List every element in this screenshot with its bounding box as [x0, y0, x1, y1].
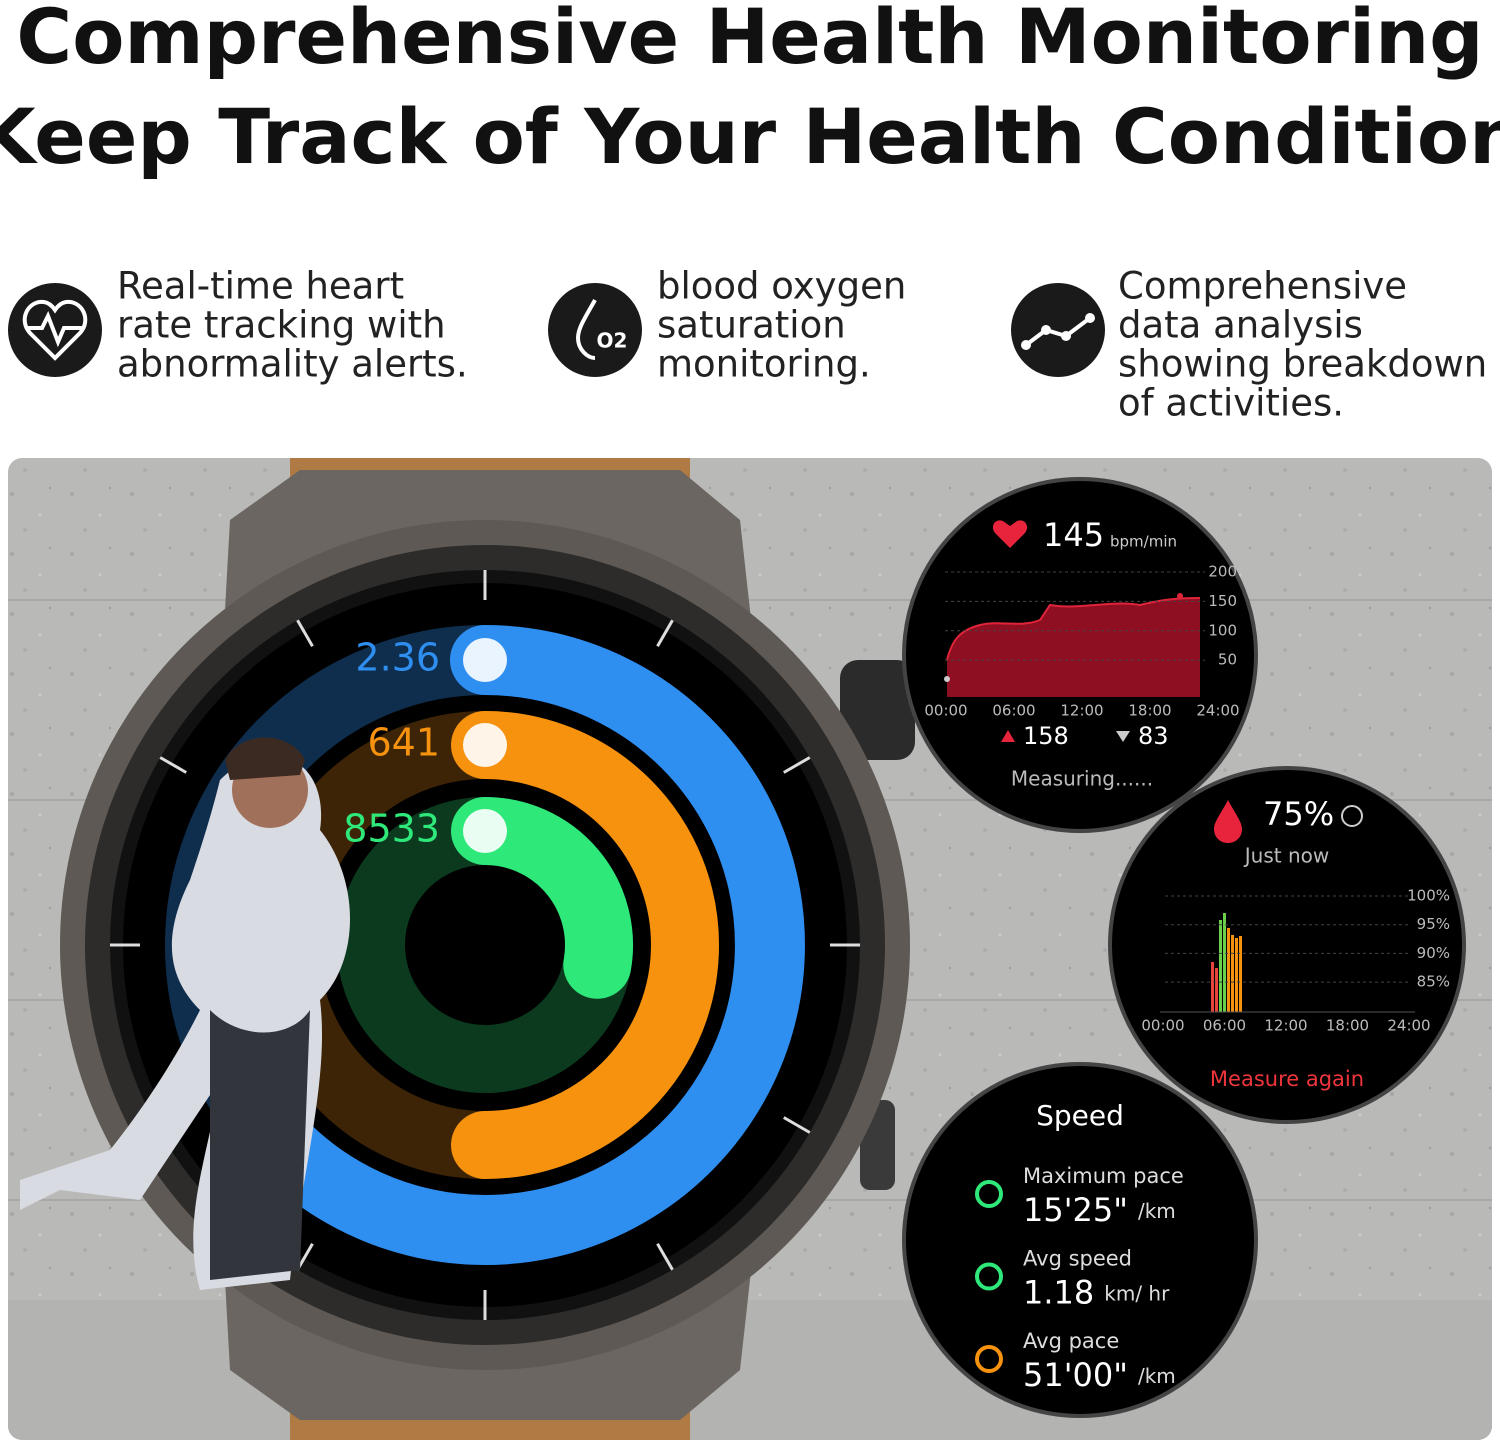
- speed-icon: [975, 1345, 1003, 1373]
- feature-text: rate tracking with: [117, 304, 446, 347]
- speed-unit: /km: [1138, 1199, 1176, 1223]
- feature-text: abnormality alerts.: [117, 343, 468, 386]
- heart-rate-value: 145: [1043, 516, 1104, 554]
- oxygen-value: 75%: [1263, 795, 1334, 833]
- oxygen-bar-decor: [1231, 935, 1234, 1012]
- feature-text: data analysis: [1118, 304, 1363, 347]
- speed-label: Maximum pace: [1023, 1164, 1184, 1188]
- heart-rate-area: [947, 598, 1200, 697]
- y-label: 200: [1208, 563, 1237, 581]
- speed-icon: [975, 1262, 1003, 1291]
- ring-icon: [463, 723, 507, 767]
- bezel-tick: [783, 756, 811, 774]
- analysis-icon: [1011, 283, 1105, 377]
- y-label: 150: [1208, 592, 1237, 610]
- speed-panel: [902, 1062, 1258, 1418]
- speed-value: 15'25": [1023, 1191, 1128, 1229]
- oxygen-bar-decor: [1211, 962, 1214, 1012]
- speed-row: 15'25" /km: [1023, 1191, 1176, 1229]
- speed-value: 51'00": [1023, 1356, 1128, 1394]
- ring: [451, 797, 633, 999]
- oxygen-panel: [1108, 766, 1466, 1124]
- x-label: 00:00: [924, 702, 967, 720]
- heart-rate-min: 83: [1138, 722, 1169, 750]
- bezel-tick: [656, 1243, 674, 1271]
- feature-text: blood oxygen: [657, 265, 906, 308]
- ring-value: 8533: [343, 807, 440, 851]
- speed-label: Avg speed: [1023, 1247, 1132, 1271]
- svg-text:O2: O2: [597, 329, 628, 353]
- speed-title: Speed: [1036, 1099, 1124, 1132]
- x-label: 18:00: [1128, 702, 1171, 720]
- oxygen-bar-decor: [1239, 936, 1242, 1012]
- bezel-tick: [656, 619, 674, 647]
- layout: O2: [8, 283, 1492, 1440]
- ring-value: 2.36: [355, 636, 440, 680]
- x-label: 06:00: [992, 702, 1035, 720]
- y-label: 90%: [1417, 944, 1450, 962]
- oxygen-time: Just now: [1243, 844, 1329, 868]
- oxygen-bar-decor: [1215, 968, 1218, 1012]
- x-label: 24:00: [1387, 1017, 1430, 1035]
- x-label: 00:00: [1141, 1017, 1184, 1035]
- status: Measuring......: [1011, 767, 1153, 791]
- bezel-tick: [783, 1116, 811, 1134]
- oxygen-bar-decor: [1227, 928, 1230, 1012]
- feature-text: Comprehensive: [1118, 265, 1407, 308]
- x-label: 24:00: [1196, 702, 1239, 720]
- y-label: 50: [1218, 651, 1237, 669]
- ring-icon: [463, 809, 507, 853]
- x-label: 06:00: [1203, 1017, 1246, 1035]
- speed-row: 1.18 km/ hr: [1023, 1274, 1170, 1312]
- oxygen-icon: [548, 283, 642, 377]
- speed-unit: /km: [1138, 1364, 1176, 1388]
- ring: [451, 711, 719, 1179]
- y-label: 100: [1208, 621, 1237, 639]
- oxygen-bar-decor: [1219, 920, 1222, 1012]
- x-label: 12:00: [1264, 1017, 1307, 1035]
- title: Keep Track of Your Health Condition: [0, 92, 1500, 181]
- y-label: 85%: [1417, 973, 1450, 991]
- y-label: 100%: [1407, 887, 1450, 905]
- crown: [840, 660, 915, 760]
- x-label: 18:00: [1326, 1017, 1369, 1035]
- heart-symbol: [992, 520, 1028, 548]
- ring-icon: [463, 638, 507, 682]
- bezel-tick: [296, 619, 314, 647]
- title: Comprehensive Health Monitoring: [16, 0, 1483, 81]
- ring-value: 641: [367, 721, 440, 765]
- speed-icon: [975, 1180, 1003, 1208]
- feature-text: of activities.: [1118, 382, 1344, 425]
- feature-text: Real-time heart: [117, 265, 404, 308]
- x-label: 12:00: [1060, 702, 1103, 720]
- speed-value: 1.18: [1023, 1274, 1094, 1312]
- feature-text: showing breakdown: [1118, 343, 1487, 386]
- ring: [216, 625, 805, 1265]
- action: Measure again: [1210, 1067, 1364, 1091]
- y-label: 95%: [1417, 915, 1450, 933]
- feature-text: saturation: [657, 304, 846, 347]
- oxygen-bar-decor: [1235, 938, 1238, 1012]
- speed-unit: km/ hr: [1104, 1281, 1170, 1305]
- speed-label: Avg pace: [1023, 1329, 1119, 1353]
- feature-text: monitoring.: [657, 343, 871, 386]
- heart-rate-unit: bpm/min: [1110, 533, 1177, 551]
- heart-rate-max: 158: [1023, 722, 1069, 750]
- oxygen-bar-decor: [1223, 913, 1226, 1012]
- speed-row: 51'00" /km: [1023, 1356, 1176, 1394]
- bezel-tick: [159, 756, 187, 774]
